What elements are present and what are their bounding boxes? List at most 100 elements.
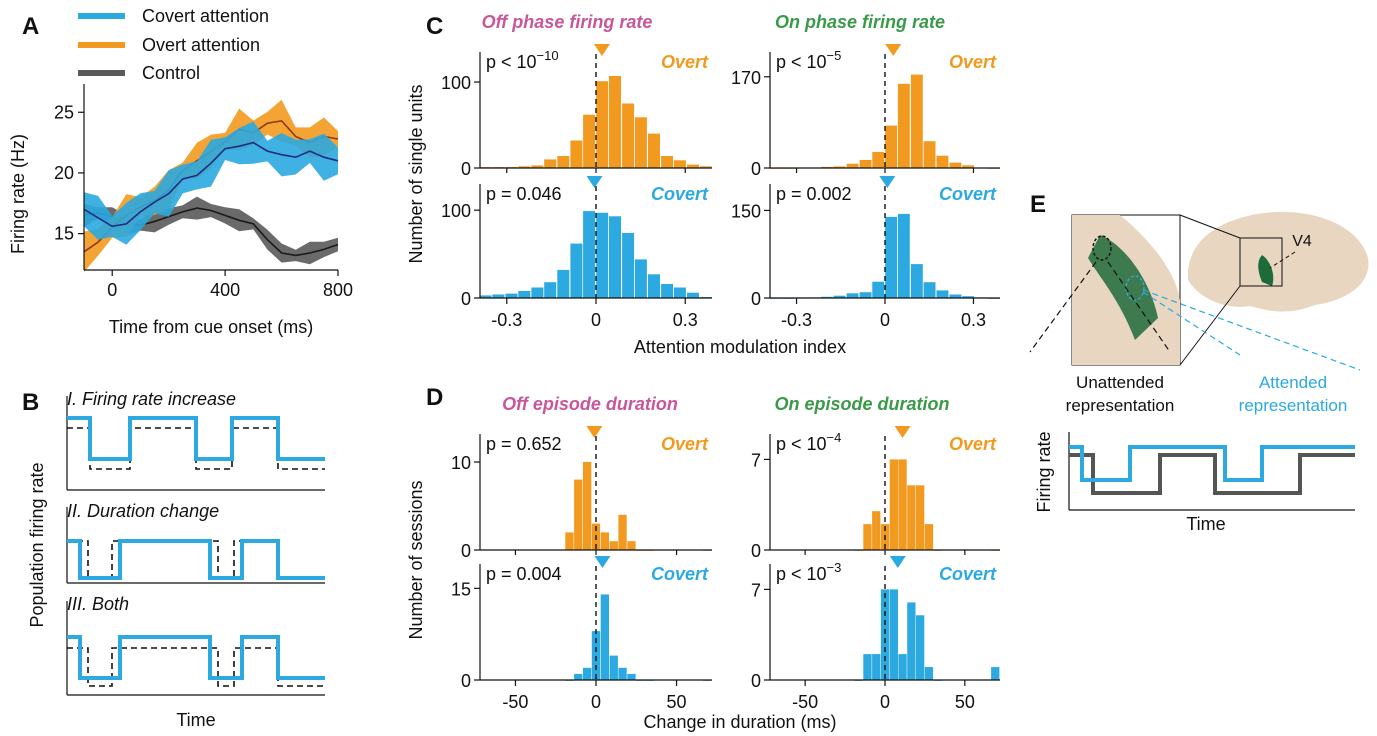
attended-label: Attended [1259,373,1327,392]
subplot-title: Off phase firing rate [482,12,653,32]
y-tick-label: 0 [461,671,471,691]
x-tick-label: 0 [591,310,601,330]
p-value-text: p = 0.002 [776,184,852,204]
histogram-bar [596,81,609,168]
histogram-bar [591,631,601,680]
histogram-bar [907,602,916,680]
histogram-bar [618,514,627,550]
y-tick-label: 7 [751,580,761,600]
x-tick-label: 0.3 [961,310,986,330]
p-value: p = 0.004 [486,564,562,584]
attention-trace [67,635,325,680]
histogram-bar [910,74,923,168]
histogram-bar [634,259,647,298]
p-value-exponent: −4 [827,430,842,445]
histogram-bar [991,667,1000,680]
condition-label: Overt [661,434,709,454]
histogram-bar [897,83,910,168]
histogram-bar [600,532,609,550]
histogram-bar [924,667,934,680]
p-value: p < 10−3 [776,560,841,584]
p-value: p < 10−10 [486,48,559,72]
histogram-bar [583,114,596,168]
histogram-bar [872,654,881,680]
histogram-bar [518,166,531,168]
histogram-bar [833,295,846,298]
y-tick-label: 0 [751,671,761,691]
subplot-title: On episode duration [774,394,949,414]
histogram-bar [859,160,872,168]
histogram-bar [544,282,557,298]
panel-b-title: III. Both [67,594,129,614]
histogram-bar [609,655,618,680]
p-value-exponent: −3 [827,560,842,575]
legend-label: Control [142,63,200,83]
histogram-bar [627,673,636,680]
histogram-bar [627,541,636,550]
median-marker [586,426,603,438]
subplot-title: Off episode duration [502,394,678,414]
x-tick-label: 50 [955,692,975,712]
histogram-bar [699,166,712,168]
median-marker [586,176,603,188]
histogram-bar [889,459,898,550]
p-value: p = 0.046 [486,184,562,204]
histogram-bar [846,163,859,168]
legend-label: Covert attention [142,6,269,26]
histogram-bar [518,291,531,298]
histogram-bar [898,654,907,680]
histogram-bar [924,524,934,550]
x-tick-label: -50 [792,692,818,712]
y-tick-label: 15 [54,224,74,244]
x-axis-label: Time from cue onset (ms) [109,317,313,337]
histogram-bar [910,264,923,298]
histogram-bar [583,667,592,680]
legend-label: Overt attention [142,35,260,55]
panel-c: Off phase firing rate On phase firing rat… [406,12,1000,357]
histogram-bar [863,524,872,550]
condition-label: Covert [651,184,709,204]
x-axis-label: Attention modulation index [634,337,846,357]
panel-letter: B [22,389,39,416]
p-value-exponent: −10 [537,48,559,63]
p-value-exponent: −5 [827,48,842,63]
histogram-bar [923,141,936,168]
histogram-bar [863,654,872,680]
histogram-bar [872,151,885,168]
brain-v4 [1258,255,1274,286]
median-marker [594,556,611,568]
attention-trace [67,416,325,461]
x-tick-label: 0.3 [673,310,698,330]
histogram-bar [833,166,846,168]
y-tick-label: 15 [451,579,471,599]
histogram-bar [622,103,635,168]
histogram-bar [531,287,544,298]
condition-label: Overt [949,434,997,454]
median-marker [885,44,902,56]
histogram-bar [661,156,674,168]
histogram-bar [687,292,699,298]
x-tick-label: 50 [667,692,687,712]
histogram-bar [962,296,975,298]
y-axis-label: Number of single units [406,84,426,263]
zoom-line [1179,214,1241,239]
y-tick-label: 25 [54,102,74,122]
x-tick-label: 800 [323,280,353,300]
panel-d: Off episode duration On episode duration 0… [406,394,1000,732]
median-marker [894,426,911,438]
attention-trace [67,539,325,580]
histogram-bar [661,284,674,298]
x-tick-label: -0.3 [491,310,522,330]
x-axis-label: Change in duration (ms) [643,712,836,732]
p-value-text: p < 10 [776,52,827,72]
y-tick-label: 10 [451,453,471,473]
baseline-trace [67,540,325,579]
p-value: p = 0.002 [776,184,852,204]
y-tick-label: 7 [751,450,761,470]
histogram-bar [885,125,898,168]
zoom-box [1239,237,1283,287]
attended-label: representation [1239,396,1348,415]
unattended-leader [1029,261,1097,353]
panel-letter: D [426,384,443,411]
